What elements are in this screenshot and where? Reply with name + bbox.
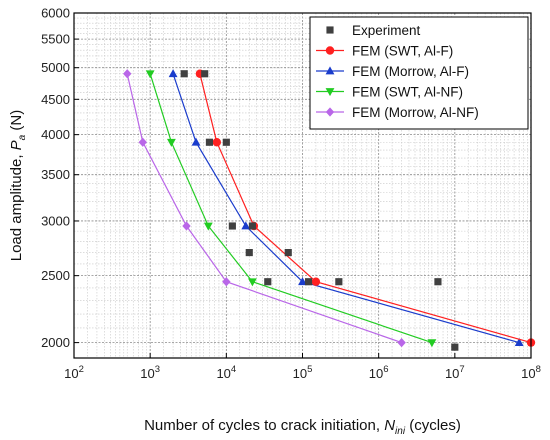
axis-ticks: 102 103 104 105 106 107 108 2000 2500 3000 3500 400… bbox=[41, 6, 541, 382]
data-point bbox=[284, 249, 292, 257]
data-point bbox=[304, 278, 313, 286]
data-point bbox=[138, 137, 147, 147]
data-point bbox=[201, 70, 209, 78]
data-point bbox=[311, 277, 321, 286]
data-point bbox=[264, 278, 272, 286]
y-axis-title: Load amplitude, Pa (N) bbox=[8, 110, 28, 262]
legend-entry: Experiment bbox=[326, 23, 421, 38]
x-tick-label: 105 bbox=[293, 364, 313, 381]
data-point bbox=[145, 70, 155, 79]
legend-marker bbox=[326, 26, 334, 34]
x-tick-label: 108 bbox=[521, 364, 541, 381]
data-point bbox=[123, 69, 132, 79]
data-point bbox=[222, 277, 231, 287]
data-point bbox=[298, 277, 307, 286]
data-point bbox=[451, 343, 459, 351]
x-tick-label: 104 bbox=[216, 364, 236, 381]
legend: Experiment FEM (SWT, Al-F) FEM (Morrow, Al… bbox=[309, 16, 529, 130]
data-point bbox=[397, 337, 406, 348]
y-tick-label: 5000 bbox=[41, 60, 70, 75]
x-tick-label: 107 bbox=[445, 364, 465, 381]
data-point bbox=[168, 69, 178, 78]
series-4 bbox=[123, 69, 406, 348]
legend-entry: FEM (SWT, Al-F) bbox=[316, 44, 453, 59]
legend-label: FEM (SWT, Al-F) bbox=[352, 44, 453, 59]
data-point bbox=[212, 138, 222, 147]
x-tick-label: 106 bbox=[369, 364, 389, 381]
data-point bbox=[241, 221, 251, 230]
data-point bbox=[191, 137, 201, 146]
data-point bbox=[222, 138, 230, 146]
data-point bbox=[245, 249, 253, 257]
legend-marker bbox=[325, 88, 335, 97]
legend-marker bbox=[325, 66, 335, 75]
data-point bbox=[335, 278, 343, 286]
data-point bbox=[434, 278, 442, 286]
data-point bbox=[228, 222, 236, 230]
data-point bbox=[248, 278, 257, 287]
series-0 bbox=[180, 70, 459, 351]
y-tick-label: 4500 bbox=[41, 92, 70, 107]
x-tick-label: 103 bbox=[140, 364, 160, 381]
x-axis-title: Number of cycles to crack initiation, Ni… bbox=[144, 417, 461, 437]
data-point bbox=[203, 222, 213, 231]
data-point bbox=[427, 339, 437, 348]
legend-box bbox=[309, 16, 529, 130]
data-point bbox=[248, 222, 256, 230]
y-tick-label: 6000 bbox=[41, 6, 70, 21]
y-tick-label: 3500 bbox=[41, 167, 70, 182]
legend-entry: FEM (Morrow, Al-F) bbox=[316, 64, 469, 79]
y-tick-label: 2500 bbox=[41, 268, 70, 283]
legend-label: FEM (Morrow, Al-F) bbox=[352, 64, 469, 79]
y-tick-label: 2000 bbox=[41, 335, 70, 350]
legend-label: FEM (SWT, Al-NF) bbox=[352, 85, 463, 100]
data-point bbox=[514, 337, 524, 346]
data-point bbox=[166, 138, 176, 147]
data-point bbox=[182, 221, 191, 231]
legend-label: FEM (Morrow, Al-NF) bbox=[352, 105, 479, 120]
y-tick-label: 4000 bbox=[41, 127, 70, 142]
data-point bbox=[180, 70, 188, 78]
legend-marker bbox=[325, 107, 335, 117]
x-tick-label: 102 bbox=[64, 364, 84, 381]
legend-entry: FEM (Morrow, Al-NF) bbox=[316, 105, 479, 120]
series-3 bbox=[145, 70, 437, 348]
legend-label: Experiment bbox=[352, 23, 421, 38]
legend-marker bbox=[325, 46, 335, 55]
data-point bbox=[205, 138, 214, 146]
series-2 bbox=[168, 69, 524, 346]
legend-entry: FEM (SWT, Al-NF) bbox=[316, 85, 463, 100]
y-tick-label: 5500 bbox=[41, 32, 70, 47]
series-group bbox=[123, 69, 536, 351]
y-tick-label: 3000 bbox=[41, 213, 70, 228]
